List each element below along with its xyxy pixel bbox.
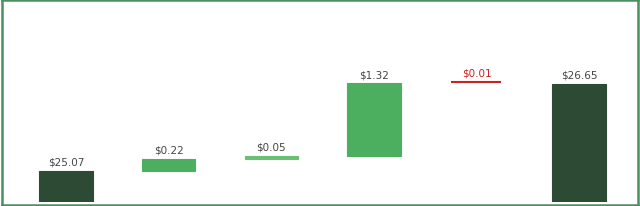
Text: $26.65: $26.65	[561, 70, 597, 80]
Text: $1.32: $1.32	[359, 70, 389, 80]
Text: $0.05: $0.05	[257, 142, 286, 152]
Text: $25.07: $25.07	[48, 157, 84, 167]
Bar	[39, 171, 93, 202]
Text: 1,2: 1,2	[296, 6, 308, 15]
Bar	[347, 84, 401, 156]
Bar	[244, 156, 298, 159]
Bar	[552, 84, 606, 202]
Bar	[142, 159, 195, 171]
Text: $0.22: $0.22	[154, 145, 184, 155]
Text: $0.01: $0.01	[461, 68, 492, 78]
Text: Summary of Changes to Book Value per Share: Summary of Changes to Book Value per Sha…	[8, 12, 336, 25]
